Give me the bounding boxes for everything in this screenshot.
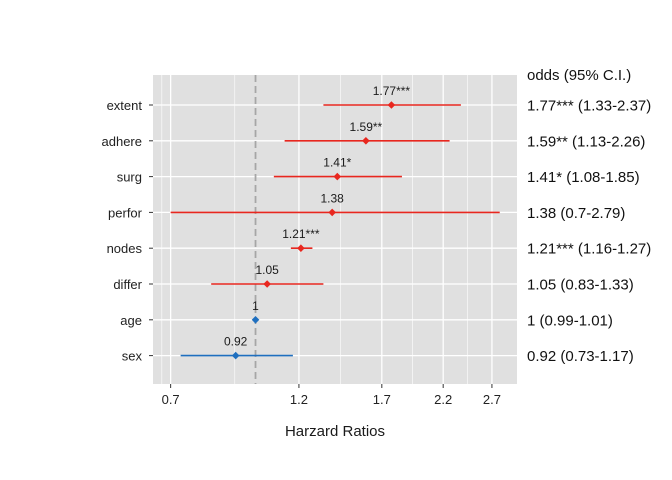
table-value: 1.59** (1.13-2.26) (527, 133, 645, 150)
table-value: 1.38 (0.7-2.79) (527, 205, 625, 222)
point-marker (328, 208, 336, 217)
point-label: 1.21*** (282, 227, 320, 241)
row-label: extent (107, 98, 143, 113)
row-label: adhere (102, 134, 142, 149)
row-nodes: nodes 1.21*** 1.21*** (1.16-1.27) (107, 227, 652, 258)
x-tick-label: 0.7 (162, 392, 180, 407)
point-marker (297, 244, 305, 252)
x-tick-label: 1.7 (373, 392, 391, 407)
point-marker (333, 172, 342, 181)
plot-panel (153, 75, 517, 384)
point-label: 0.92 (224, 335, 248, 349)
point-marker (251, 316, 260, 324)
point-label: 1.05 (255, 263, 279, 277)
row-sex: sex 0.92 0.92 (0.73-1.17) (122, 335, 634, 366)
point-label: 1.77*** (373, 84, 411, 98)
x-axis-title: Harzard Ratios (285, 423, 385, 440)
point-label: 1.41* (323, 156, 351, 170)
point-marker (362, 137, 370, 145)
table-value: 1.41* (1.08-1.85) (527, 169, 640, 186)
table-value: 1 (0.99-1.01) (527, 312, 613, 329)
row-adhere: adhere 1.59** 1.59** (1.13-2.26) (102, 120, 646, 151)
x-tick-label: 2.2 (434, 392, 452, 407)
point-marker (231, 351, 240, 360)
data-rows: extent 1.77*** 1.77*** (1.33-2.37) adhere 1.… (102, 84, 652, 365)
row-label: surg (117, 170, 142, 185)
row-extent: extent 1.77*** 1.77*** (1.33-2.37) (107, 84, 652, 115)
point-label: 1.38 (321, 191, 345, 205)
x-tick-label: 2.7 (483, 392, 501, 407)
table-header: odds (95% C.I.) (527, 67, 631, 84)
row-label: differ (113, 277, 142, 292)
row-label: nodes (107, 241, 143, 256)
table-value: 1.21*** (1.16-1.27) (527, 241, 651, 258)
x-axis-ticks: 0.7 1.2 1.7 2.2 2.7 (149, 104, 501, 407)
table-value: 0.92 (0.73-1.17) (527, 348, 634, 365)
point-label: 1.59** (350, 120, 383, 134)
point-marker (263, 280, 271, 288)
row-age: age 1 1 (0.99-1.01) (120, 299, 613, 330)
table-value: 1.77*** (1.33-2.37) (527, 98, 651, 115)
row-perfor: perfor 1.38 1.38 (0.7-2.79) (108, 191, 625, 222)
point-label: 1 (252, 299, 259, 313)
point-marker (387, 101, 396, 109)
table-value: 1.05 (0.83-1.33) (527, 277, 634, 294)
row-differ: differ 1.05 1.05 (0.83-1.33) (113, 263, 633, 294)
row-surg: surg 1.41* 1.41* (1.08-1.85) (117, 156, 640, 187)
x-tick-label: 1.2 (290, 392, 308, 407)
row-label: sex (122, 349, 143, 364)
row-label: age (120, 313, 142, 328)
row-label: perfor (108, 205, 143, 220)
